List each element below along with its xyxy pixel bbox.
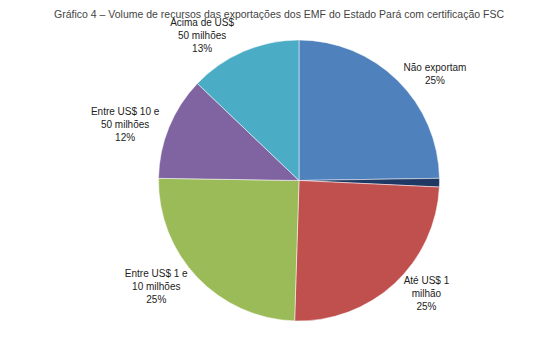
- svg-text:Acima de US$50 milhões13%: Acima de US$50 milhões13%: [170, 17, 234, 54]
- svg-text:Não exportam25%: Não exportam25%: [404, 62, 467, 86]
- svg-text:Até US$ 1milhão25%: Até US$ 1milhão25%: [404, 275, 450, 312]
- svg-text:Gráfico 4 – Volume de recursos: Gráfico 4 – Volume de recursos das expor…: [54, 8, 504, 20]
- svg-text:Entre US$ 1 e10 milhões25%: Entre US$ 1 e10 milhões25%: [125, 268, 188, 305]
- svg-text:Entre US$ 10 e50 milhões12%: Entre US$ 10 e50 milhões12%: [91, 106, 160, 143]
